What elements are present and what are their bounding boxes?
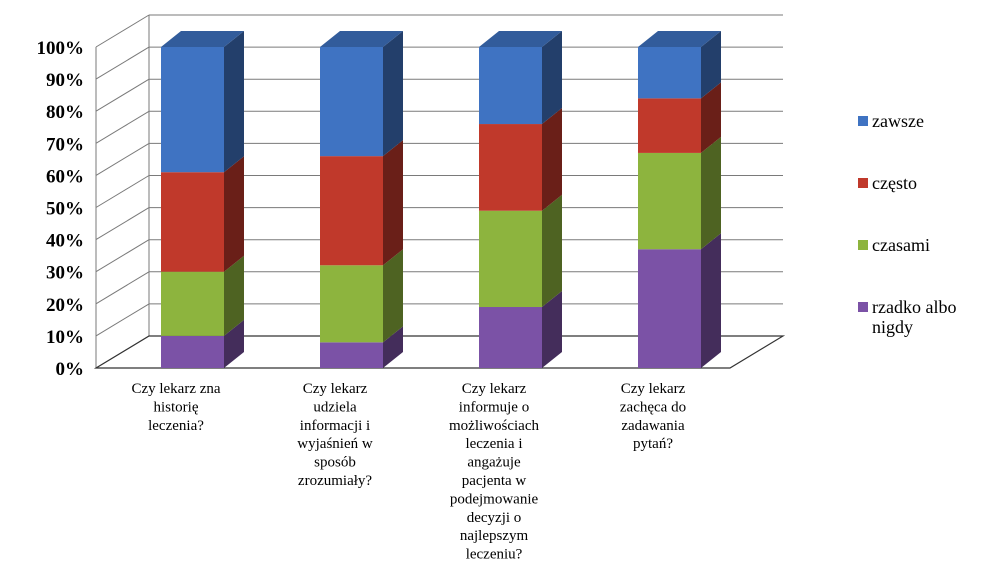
gridline-side [95,14,150,48]
y-tick-label: 30% [46,263,84,284]
y-tick-label: 70% [46,134,84,155]
legend-label: zawsze [872,111,924,131]
bar-segment [320,47,383,157]
bar-segment [479,47,542,125]
bar-top [161,31,244,47]
bar-segment [638,152,701,250]
legend-label: czasami [872,235,930,255]
gridline-side [95,78,150,112]
y-tick-label: 90% [46,70,84,91]
bar-segment-side [701,136,721,250]
bar-segment [161,172,224,272]
x-category-label: Czy lekarz zachęca do zadawania pytań? [620,381,686,452]
bar-segment-side [224,156,244,272]
x-axis: Czy lekarz zna historię leczenia? Czy lekar… [131,381,686,563]
bar-top [479,31,562,47]
x-category-label: Czy lekarz informuje o możliwościach leczen… [449,381,539,563]
gridline-side [95,207,150,241]
y-tick-label: 50% [46,199,84,220]
legend-swatch [858,302,868,312]
bar-segment-side [224,319,244,368]
y-tick-label: 20% [46,295,84,316]
gridline-side [95,175,150,208]
gridline-side [95,142,150,176]
legend-swatch [858,178,868,188]
gridline-side [95,46,150,80]
legend-label: często [872,173,917,193]
bar-segment [479,210,542,308]
bar-segment [161,47,224,173]
bar-segment [161,271,224,336]
bar-segment-side [542,108,562,211]
bar-segment-side [542,31,562,125]
bar-segment [320,156,383,266]
bar-segment-side [701,82,721,153]
bar-segment [479,124,542,211]
bar-segment [638,249,701,368]
bar-segment [638,98,701,153]
y-tick-label: 10% [46,327,84,348]
bar-segment [320,265,383,343]
legend-swatch [858,240,868,250]
chart-bars [161,31,721,368]
bar-segment-side [383,326,403,368]
y-tick-label: 80% [46,102,84,123]
x-category-label: Czy lekarz zna historię leczenia? [131,381,220,434]
legend-swatch [858,116,868,126]
bar-segment-side [224,31,244,173]
y-tick-label: 0% [56,359,85,380]
bar-segment-side [701,233,721,368]
y-tick-label: 100% [37,38,85,59]
legend-label: rzadko albo nigdy [872,297,956,337]
bar-top [638,31,721,47]
bar-segment-side [383,140,403,266]
bar-segment [479,307,542,368]
bar-segment-side [542,194,562,308]
gridline-side [95,110,150,144]
bar-segment-side [224,255,244,336]
bar-segment [161,335,224,368]
y-axis: 0% 10% 20% 30% 40% 50% 60% 70% 80% 90% 100% [37,38,85,380]
bar-segment-side [383,31,403,157]
bar-segment [638,47,701,99]
bar-segment-side [701,31,721,99]
gridline-side [95,271,150,305]
bar-segment-side [383,249,403,343]
bar-segment [320,342,383,368]
y-tick-label: 40% [46,231,84,252]
gridline-side [95,303,150,337]
bar-top [320,31,403,47]
bar-segment-side [542,291,562,368]
chart-legend: zawsze często czasami rzadko albo nigdy [858,111,956,337]
x-category-label: Czy lekarz udziela informacji i wyjaśnień w… [297,381,373,489]
y-tick-label: 60% [46,166,84,187]
gridline-side [95,239,150,273]
